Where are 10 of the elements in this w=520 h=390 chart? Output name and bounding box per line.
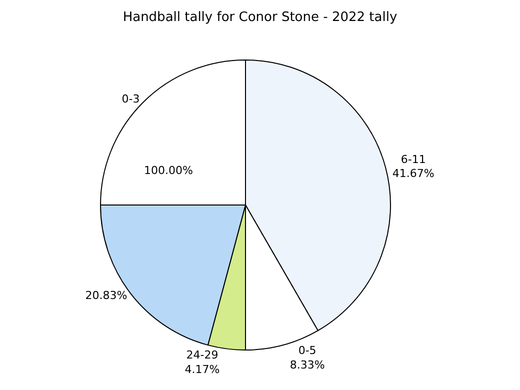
slice-label: 0-5 bbox=[298, 344, 316, 358]
data-label: 41.67% bbox=[392, 167, 434, 180]
data-label: 20.83% bbox=[85, 289, 128, 302]
slice-label: 24-29 bbox=[186, 348, 218, 362]
slice-label: 0-3 bbox=[122, 92, 140, 106]
slice-label: 6-11 bbox=[400, 152, 426, 166]
data-label: 4.17% bbox=[184, 362, 220, 376]
text: 100.00% bbox=[144, 164, 193, 177]
chart-title: Handball tally for Conor Stone - 2022 tally bbox=[122, 10, 398, 25]
data-label: 8.33% bbox=[290, 358, 325, 372]
